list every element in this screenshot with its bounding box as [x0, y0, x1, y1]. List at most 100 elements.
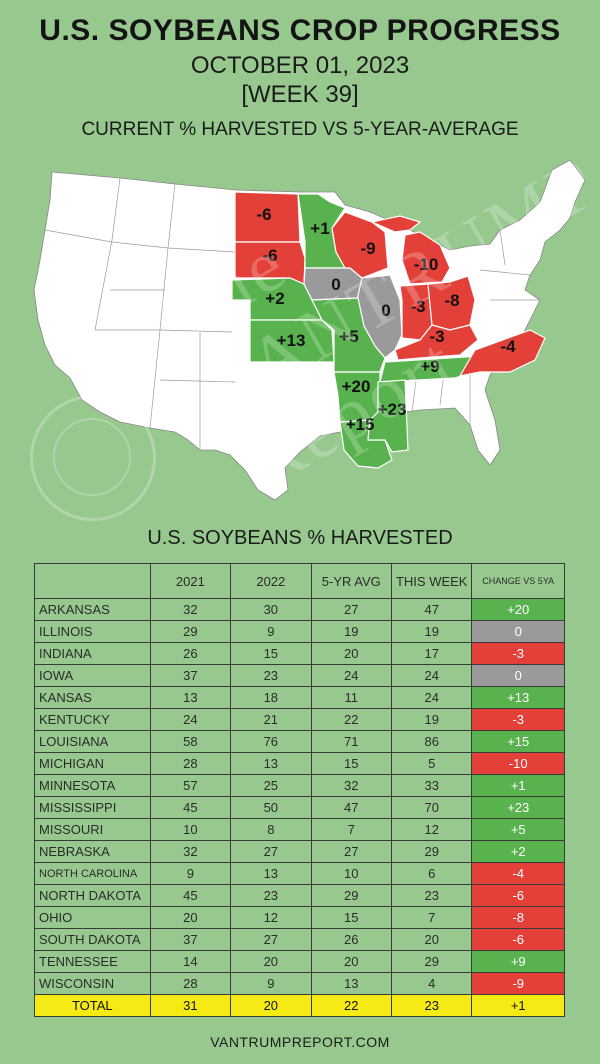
- value-cell: 12: [230, 906, 312, 929]
- page-title: U.S. SOYBEANS CROP PROGRESS: [39, 14, 561, 47]
- state-name-cell: MISSOURI: [34, 818, 151, 841]
- value-cell: 32: [310, 774, 393, 797]
- value-cell: 20: [310, 950, 393, 973]
- value-cell: 30: [230, 598, 312, 621]
- state-name-cell: MINNESOTA: [34, 774, 151, 797]
- value-cell: 50: [230, 796, 312, 819]
- label-tennessee: +9: [420, 357, 439, 376]
- value-cell: 22: [310, 708, 393, 731]
- table-row: MICHIGAN 28 13 15 5 -10: [34, 752, 565, 775]
- header-this-week: THIS WEEK: [390, 563, 473, 599]
- value-cell: 27: [310, 598, 393, 621]
- value-cell: 8: [230, 818, 312, 841]
- state-name-cell: NORTH DAKOTA: [34, 884, 151, 907]
- state-name-cell: NORTH CAROLINA: [34, 862, 151, 885]
- value-cell: 26: [310, 928, 393, 951]
- change-cell: 0: [471, 620, 565, 643]
- state-name-cell: NEBRASKA: [34, 840, 151, 863]
- value-cell: 57: [149, 774, 232, 797]
- value-cell: 37: [149, 664, 232, 687]
- value-cell: 7: [390, 906, 473, 929]
- total-change-cell: +1: [471, 994, 565, 1017]
- change-cell: -9: [471, 972, 565, 995]
- header-2022: 2022: [230, 563, 312, 599]
- value-cell: 5: [390, 752, 473, 775]
- state-name-cell: KENTUCKY: [34, 708, 151, 731]
- value-cell: 25: [230, 774, 312, 797]
- total-y2021-cell: 31: [149, 994, 232, 1017]
- change-cell: -3: [471, 708, 565, 731]
- value-cell: 58: [149, 730, 232, 753]
- label-nebraska: +2: [265, 289, 284, 308]
- total-label-cell: TOTAL: [34, 994, 151, 1017]
- value-cell: 17: [390, 642, 473, 665]
- state-missouri: [311, 297, 386, 373]
- table-row: MISSOURI 10 8 7 12 +5: [34, 818, 565, 841]
- value-cell: 20: [149, 906, 232, 929]
- value-cell: 86: [390, 730, 473, 753]
- change-cell: -3: [471, 642, 565, 665]
- value-cell: 24: [149, 708, 232, 731]
- table-row: NEBRASKA 32 27 27 29 +2: [34, 840, 565, 863]
- colored-states: [231, 191, 546, 469]
- value-cell: 13: [149, 686, 232, 709]
- label-ohio: -8: [444, 291, 459, 310]
- value-cell: 23: [230, 664, 312, 687]
- table-row: IOWA 37 23 24 24 0: [34, 664, 565, 687]
- label-wisconsin: -9: [360, 239, 375, 258]
- value-cell: 19: [390, 620, 473, 643]
- footer-url: VANTRUMPREPORT.COM: [210, 1034, 390, 1050]
- value-cell: 33: [390, 774, 473, 797]
- state-north-carolina: [458, 329, 546, 377]
- change-cell: +20: [471, 598, 565, 621]
- table-row: WISCONSIN 28 9 13 4 -9: [34, 972, 565, 995]
- label-south-dakota: -6: [262, 246, 277, 265]
- value-cell: 45: [149, 884, 232, 907]
- value-cell: 24: [310, 664, 393, 687]
- watermark-seal-icon: [30, 395, 156, 521]
- table-row: MINNESOTA 57 25 32 33 +1: [34, 774, 565, 797]
- value-cell: 23: [230, 884, 312, 907]
- harvest-table: 2021 2022 5-YR AVG THIS WEEK CHANGE VS 5…: [34, 563, 565, 1017]
- state-name-cell: LOUISIANA: [34, 730, 151, 753]
- change-cell: +2: [471, 840, 565, 863]
- value-cell: 71: [310, 730, 393, 753]
- value-cell: 15: [310, 906, 393, 929]
- label-kansas: +13: [277, 331, 306, 350]
- state-name-cell: ARKANSAS: [34, 598, 151, 621]
- value-cell: 10: [149, 818, 232, 841]
- value-cell: 19: [390, 708, 473, 731]
- change-cell: 0: [471, 664, 565, 687]
- table-header-row: 2021 2022 5-YR AVG THIS WEEK CHANGE VS 5…: [34, 563, 565, 599]
- value-cell: 18: [230, 686, 312, 709]
- state-mississippi: [367, 379, 409, 453]
- value-cell: 14: [149, 950, 232, 973]
- value-cell: 9: [149, 862, 232, 885]
- value-cell: 24: [390, 664, 473, 687]
- value-cell: 32: [149, 598, 232, 621]
- value-cell: 27: [230, 840, 312, 863]
- us-map: -6 -6 +1 -9 -10 0 0 +2 -3 -8 -3 +13 +5 -…: [0, 150, 600, 525]
- label-north-carolina: -4: [500, 337, 516, 356]
- table-row: ARKANSAS 32 30 27 47 +20: [34, 598, 565, 621]
- change-cell: +13: [471, 686, 565, 709]
- change-cell: +5: [471, 818, 565, 841]
- value-cell: 26: [149, 642, 232, 665]
- value-cell: 7: [310, 818, 393, 841]
- change-cell: -8: [471, 906, 565, 929]
- value-cell: 9: [230, 620, 312, 643]
- change-cell: +23: [471, 796, 565, 819]
- table-row: OHIO 20 12 15 7 -8: [34, 906, 565, 929]
- value-cell: 29: [310, 884, 393, 907]
- label-minnesota: +1: [310, 219, 329, 238]
- report-week: [WEEK 39]: [241, 81, 359, 108]
- table-row: KENTUCKY 24 21 22 19 -3: [34, 708, 565, 731]
- change-cell: +15: [471, 730, 565, 753]
- header-state: [34, 563, 151, 599]
- state-name-cell: SOUTH DAKOTA: [34, 928, 151, 951]
- value-cell: 23: [390, 884, 473, 907]
- value-cell: 47: [310, 796, 393, 819]
- value-cell: 47: [390, 598, 473, 621]
- state-name-cell: ILLINOIS: [34, 620, 151, 643]
- value-cell: 29: [390, 950, 473, 973]
